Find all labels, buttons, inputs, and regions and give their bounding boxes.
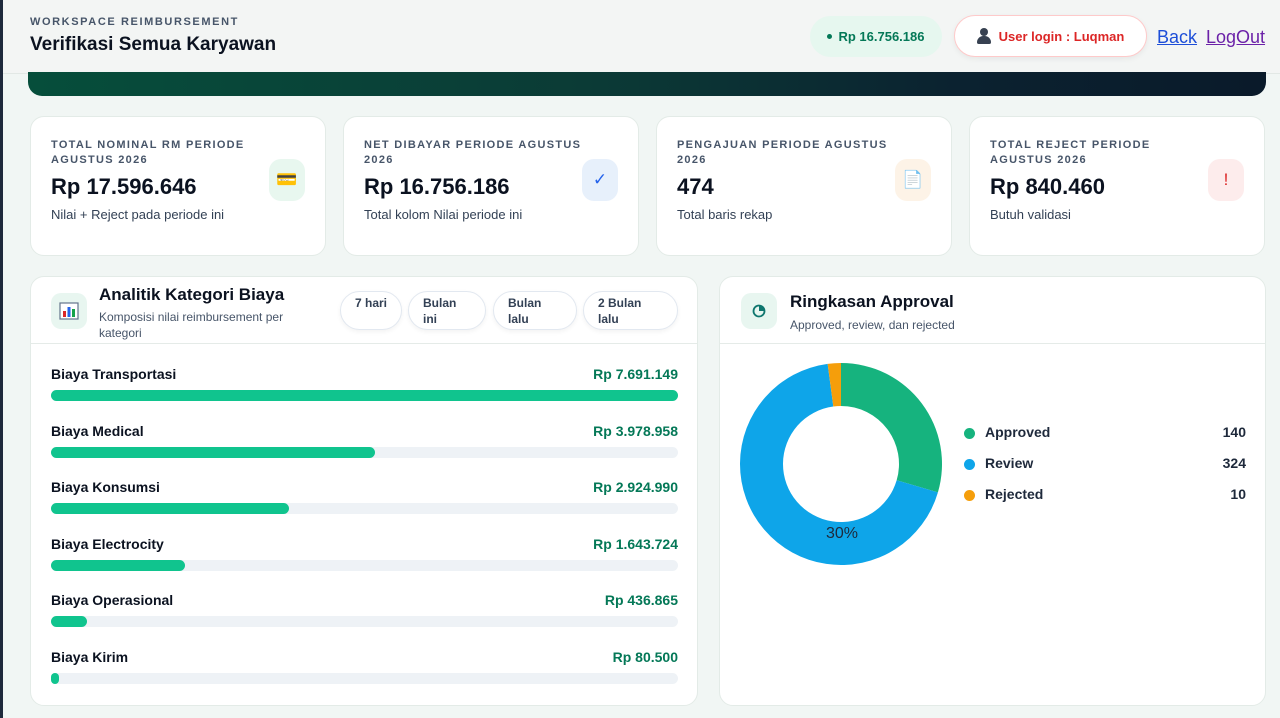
stat-subtitle: Total kolom Nilai periode ini (364, 207, 523, 222)
legend-label: Review (985, 455, 1034, 471)
category-name: Biaya Electrocity (51, 535, 164, 552)
category-amount: Rp 7.691.149 (593, 366, 678, 382)
filter-chip-7-hari[interactable]: 7 hari (340, 291, 402, 330)
stat-value: Rp 17.596.646 (51, 174, 197, 199)
pie-chart-icon (741, 293, 777, 329)
legend-dot-icon (964, 490, 975, 501)
approval-title: Ringkasan Approval (790, 292, 954, 311)
category-bar-fill (51, 446, 376, 458)
category-amount: Rp 2.924.990 (593, 479, 678, 495)
category-amount: Rp 80.500 (612, 648, 678, 665)
donut-slice-rejected[interactable] (827, 363, 841, 407)
stat-card-pengajuan: PENGAJUAN PERIODE AGUSTUS 2026 474 Total… (656, 116, 952, 256)
card-icon: 💳 (269, 159, 305, 201)
category-bar-track (51, 390, 678, 401)
legend-label: Approved (985, 424, 1051, 440)
alert-icon: ! (1208, 159, 1244, 201)
stat-subtitle: Nilai + Reject pada periode ini (51, 207, 225, 222)
stat-value: Rp 840.460 (990, 174, 1105, 199)
back-link[interactable]: Back (1157, 27, 1198, 47)
category-bar-fill (51, 390, 678, 401)
category-name: Biaya Kirim (51, 648, 129, 665)
user-login-label: User login : Luqman (998, 28, 1125, 44)
bar-chart-icon (51, 293, 87, 329)
stat-subtitle: Butuh validasi (990, 207, 1071, 222)
donut-slice-review[interactable] (740, 363, 938, 565)
legend-item-approved: Approved 140 (964, 423, 1246, 443)
user-icon (976, 28, 991, 44)
stat-value: 474 (677, 174, 714, 199)
stat-label: TOTAL REJECT PERIODE AGUSTUS 2026 (990, 139, 1151, 166)
category-amount: Rp 436.865 (604, 592, 678, 608)
category-row: Biaya Kirim Rp 80.500 (51, 649, 678, 699)
stat-card-net-dibayar: NET DIBAYAR PERIODE AGUSTUS 2026 Rp 16.7… (343, 116, 639, 256)
stat-card-total-nominal: TOTAL NOMINAL RM PERIODE AGUSTUS 2026 Rp… (30, 116, 326, 256)
category-bar-fill (51, 503, 290, 514)
filter-chip-bulan-ini[interactable]: Bulan ini (408, 291, 486, 330)
panel-divider (31, 343, 697, 344)
donut-slice-approved[interactable] (841, 363, 942, 493)
category-bar-fill (51, 672, 59, 684)
stat-label: TOTAL NOMINAL RM PERIODE AGUSTUS 2026 (51, 139, 245, 166)
stat-label: PENGAJUAN PERIODE AGUSTUS 2026 (677, 139, 888, 166)
hero-banner-strip (28, 72, 1266, 96)
user-login-badge[interactable]: User login : Luqman (954, 15, 1147, 57)
legend-item-rejected: Rejected 10 (964, 485, 1246, 505)
logout-link[interactable]: LogOut (1206, 27, 1266, 47)
legend-count: 140 (1222, 424, 1246, 440)
stat-value: Rp 16.756.186 (364, 174, 510, 199)
stat-label: NET DIBAYAR PERIODE AGUSTUS 2026 (364, 139, 582, 166)
top-bar: WORKSPACE REIMBURSEMENT Verifikasi Semua… (3, 0, 1280, 74)
legend-dot-icon (964, 428, 975, 439)
legend-item-review: Review 324 (964, 454, 1246, 474)
donut-percent-label: 30% (825, 525, 859, 542)
status-dot-icon (827, 34, 833, 39)
category-row: Biaya Transportasi Rp 7.691.149 (51, 366, 678, 416)
category-row: Biaya Medical Rp 3.978.958 (51, 423, 678, 473)
category-bar-fill (51, 616, 87, 627)
category-bar-track (51, 559, 678, 571)
legend-count: 324 (1222, 455, 1246, 471)
category-row: Biaya Konsumsi Rp 2.924.990 (51, 479, 678, 529)
category-bar-track (51, 503, 678, 514)
stat-subtitle: Total baris rekap (677, 207, 773, 222)
approval-subtitle: Approved, review, dan rejected (790, 318, 955, 332)
category-amount: Rp 1.643.724 (593, 535, 678, 552)
category-row: Biaya Operasional Rp 436.865 (51, 592, 678, 642)
legend-label: Rejected (985, 486, 1044, 502)
category-bar-fill (51, 559, 185, 571)
filter-chip-bulan-lalu[interactable]: Bulan lalu (493, 291, 577, 330)
legend-dot-icon (964, 459, 975, 470)
category-name: Biaya Medical (51, 422, 144, 439)
category-amount: Rp 3.978.958 (593, 422, 678, 439)
workspace-eyebrow: WORKSPACE REIMBURSEMENT (30, 16, 239, 28)
stat-card-total-reject: TOTAL REJECT PERIODE AGUSTUS 2026 Rp 840… (969, 116, 1265, 256)
page-title: Verifikasi Semua Karyawan (30, 34, 277, 55)
balance-value: Rp 16.756.186 (838, 29, 925, 44)
panel-divider (720, 343, 1265, 344)
category-bar-track (51, 446, 678, 458)
approval-summary-panel: Ringkasan Approval Approved, review, dan… (719, 276, 1266, 706)
cost-category-analytics-panel: Analitik Kategori Biaya Komposisi nilai … (30, 276, 698, 706)
check-icon: ✓ (582, 159, 618, 201)
category-name: Biaya Operasional (51, 592, 174, 608)
category-name: Biaya Konsumsi (51, 479, 160, 495)
legend-count: 10 (1230, 486, 1246, 502)
filter-chip-2-bulan-lalu[interactable]: 2 Bulan lalu (583, 291, 678, 330)
category-row: Biaya Electrocity Rp 1.643.724 (51, 536, 678, 586)
document-icon: 📄 (895, 159, 931, 201)
analytics-subtitle: Komposisi nilai reimbursement per katego… (99, 310, 284, 340)
balance-badge: Rp 16.756.186 (810, 16, 942, 57)
category-name: Biaya Transportasi (51, 366, 177, 382)
approval-donut-chart (740, 363, 942, 565)
analytics-title: Analitik Kategori Biaya (99, 285, 285, 304)
category-bar-track (51, 616, 678, 627)
window-edge (0, 0, 3, 718)
category-bar-track (51, 672, 678, 684)
